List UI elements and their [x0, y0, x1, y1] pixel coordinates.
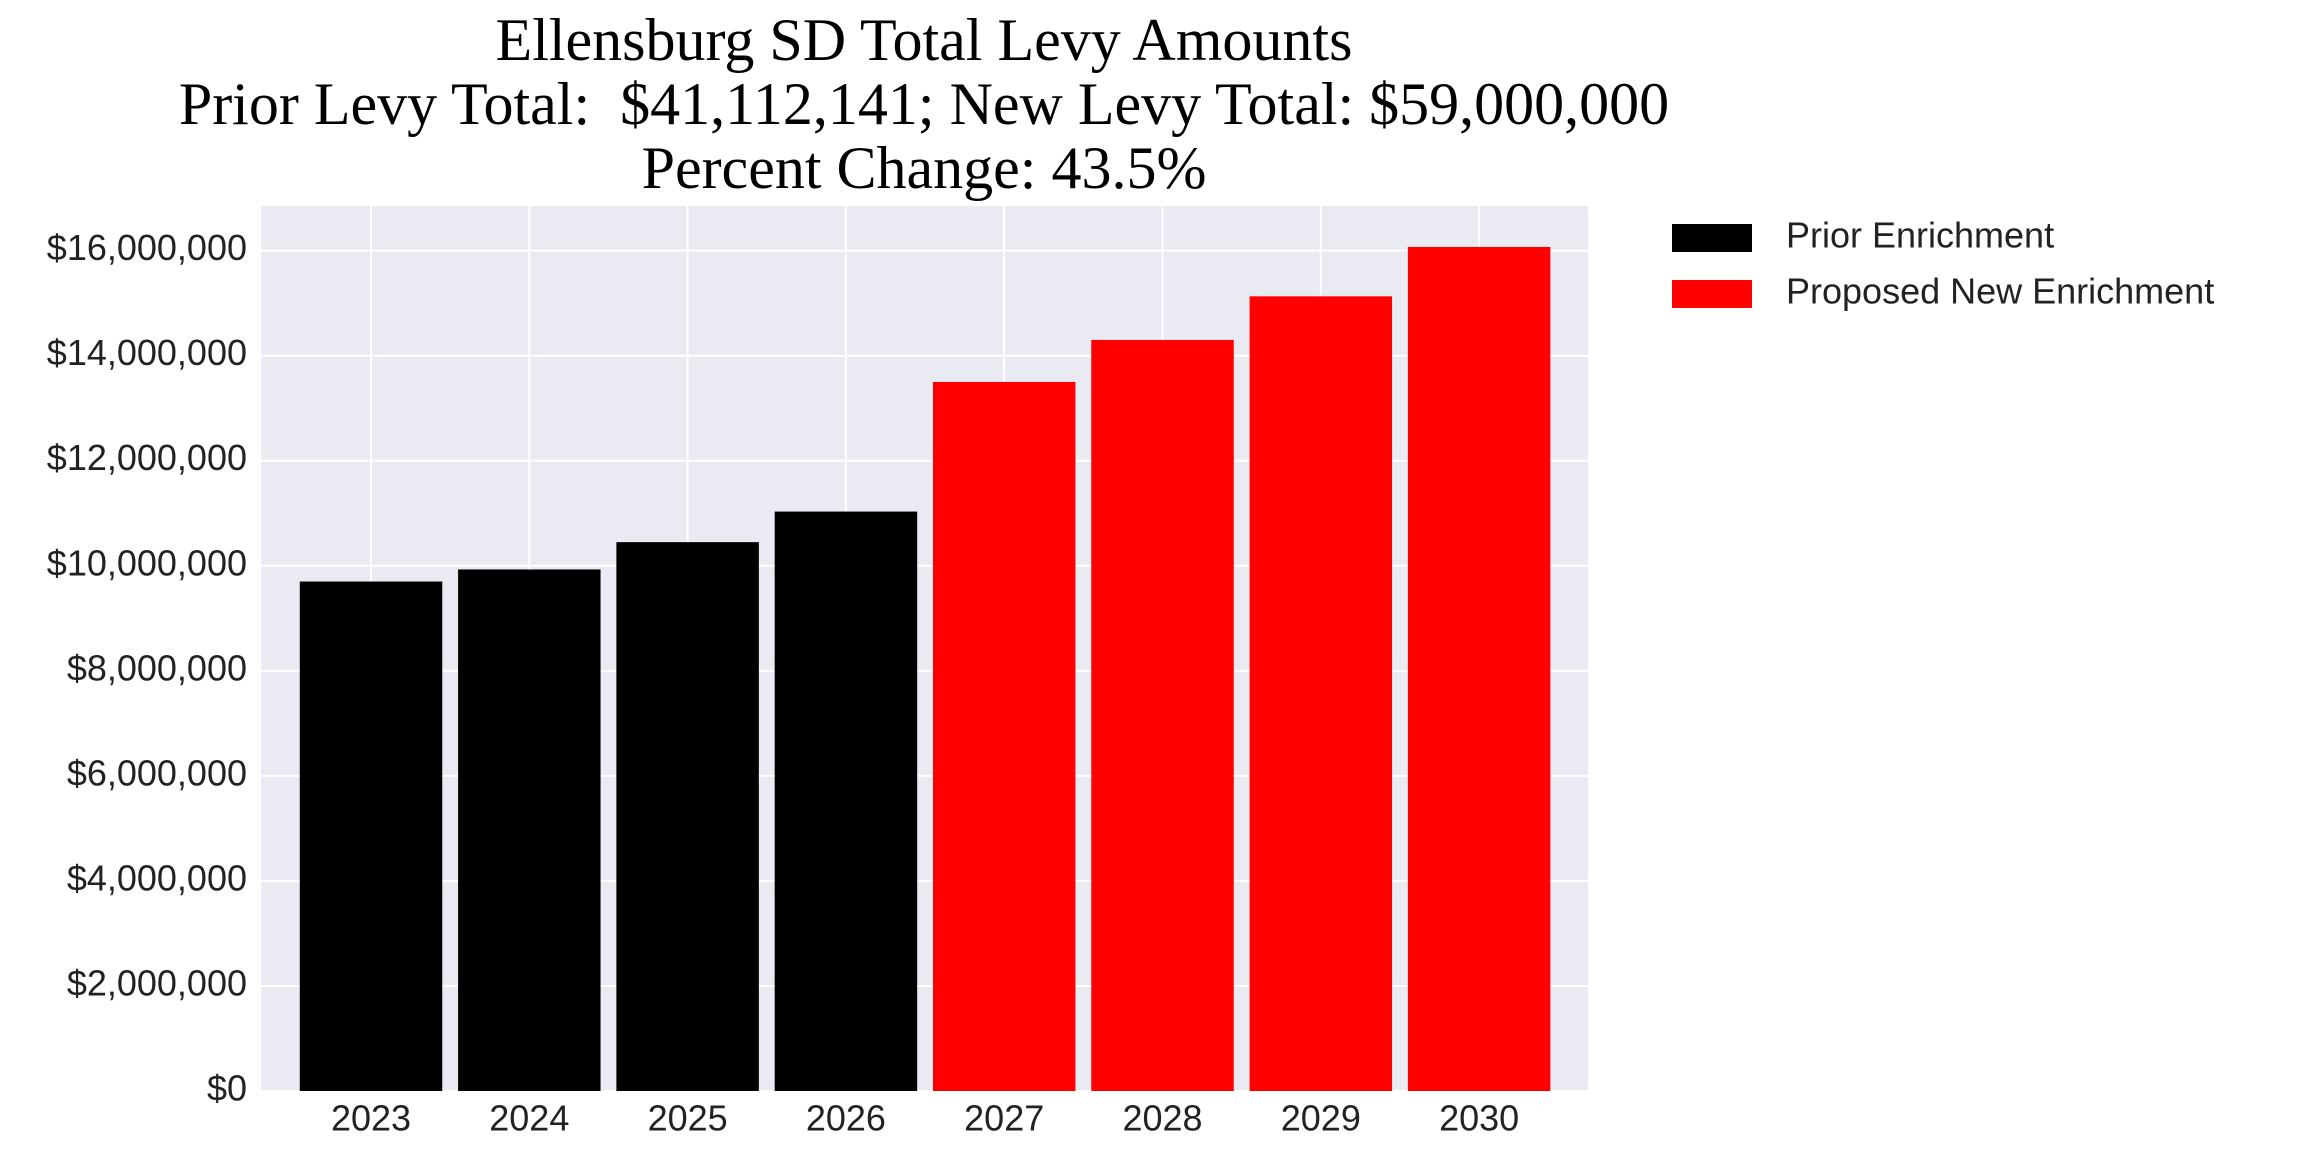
bar — [299, 581, 443, 1091]
y-tick-label: $14,000,000 — [47, 332, 247, 373]
y-tick-label: $6,000,000 — [67, 752, 247, 793]
y-tick-label: $2,000,000 — [67, 962, 247, 1003]
y-tick-label: $12,000,000 — [47, 437, 247, 478]
x-tick-label: 2025 — [648, 1098, 728, 1139]
y-tick-label: $16,000,000 — [47, 227, 247, 268]
bar — [1249, 296, 1393, 1092]
chart-title: Ellensburg SD Total Levy Amounts — [496, 7, 1353, 73]
x-tick-label: 2029 — [1281, 1098, 1361, 1139]
chart-title: Prior Levy Total: $41,112,141; New Levy … — [179, 71, 1669, 137]
legend-label: Proposed New Enrichment — [1786, 271, 2214, 312]
x-tick-label: 2024 — [489, 1098, 569, 1139]
y-tick-label: $8,000,000 — [67, 647, 247, 688]
legend-swatch — [1672, 224, 1752, 252]
chart-title: Percent Change: 43.5% — [642, 135, 1207, 201]
x-tick-label: 2026 — [806, 1098, 886, 1139]
legend-swatch — [1672, 280, 1752, 308]
bar — [458, 569, 601, 1091]
bar — [774, 511, 918, 1091]
legend-label: Prior Enrichment — [1786, 215, 2054, 256]
bar — [1091, 339, 1234, 1091]
x-tick-label: 2027 — [964, 1098, 1044, 1139]
y-tick-label: $4,000,000 — [67, 857, 247, 898]
bar — [932, 381, 1076, 1091]
y-tick-label: $0 — [207, 1068, 247, 1109]
bar — [1407, 246, 1551, 1092]
x-tick-label: 2023 — [331, 1098, 411, 1139]
bar — [616, 542, 759, 1091]
x-tick-label: 2028 — [1122, 1098, 1202, 1139]
y-tick-label: $10,000,000 — [47, 542, 247, 583]
x-tick-label: 2030 — [1439, 1098, 1519, 1139]
